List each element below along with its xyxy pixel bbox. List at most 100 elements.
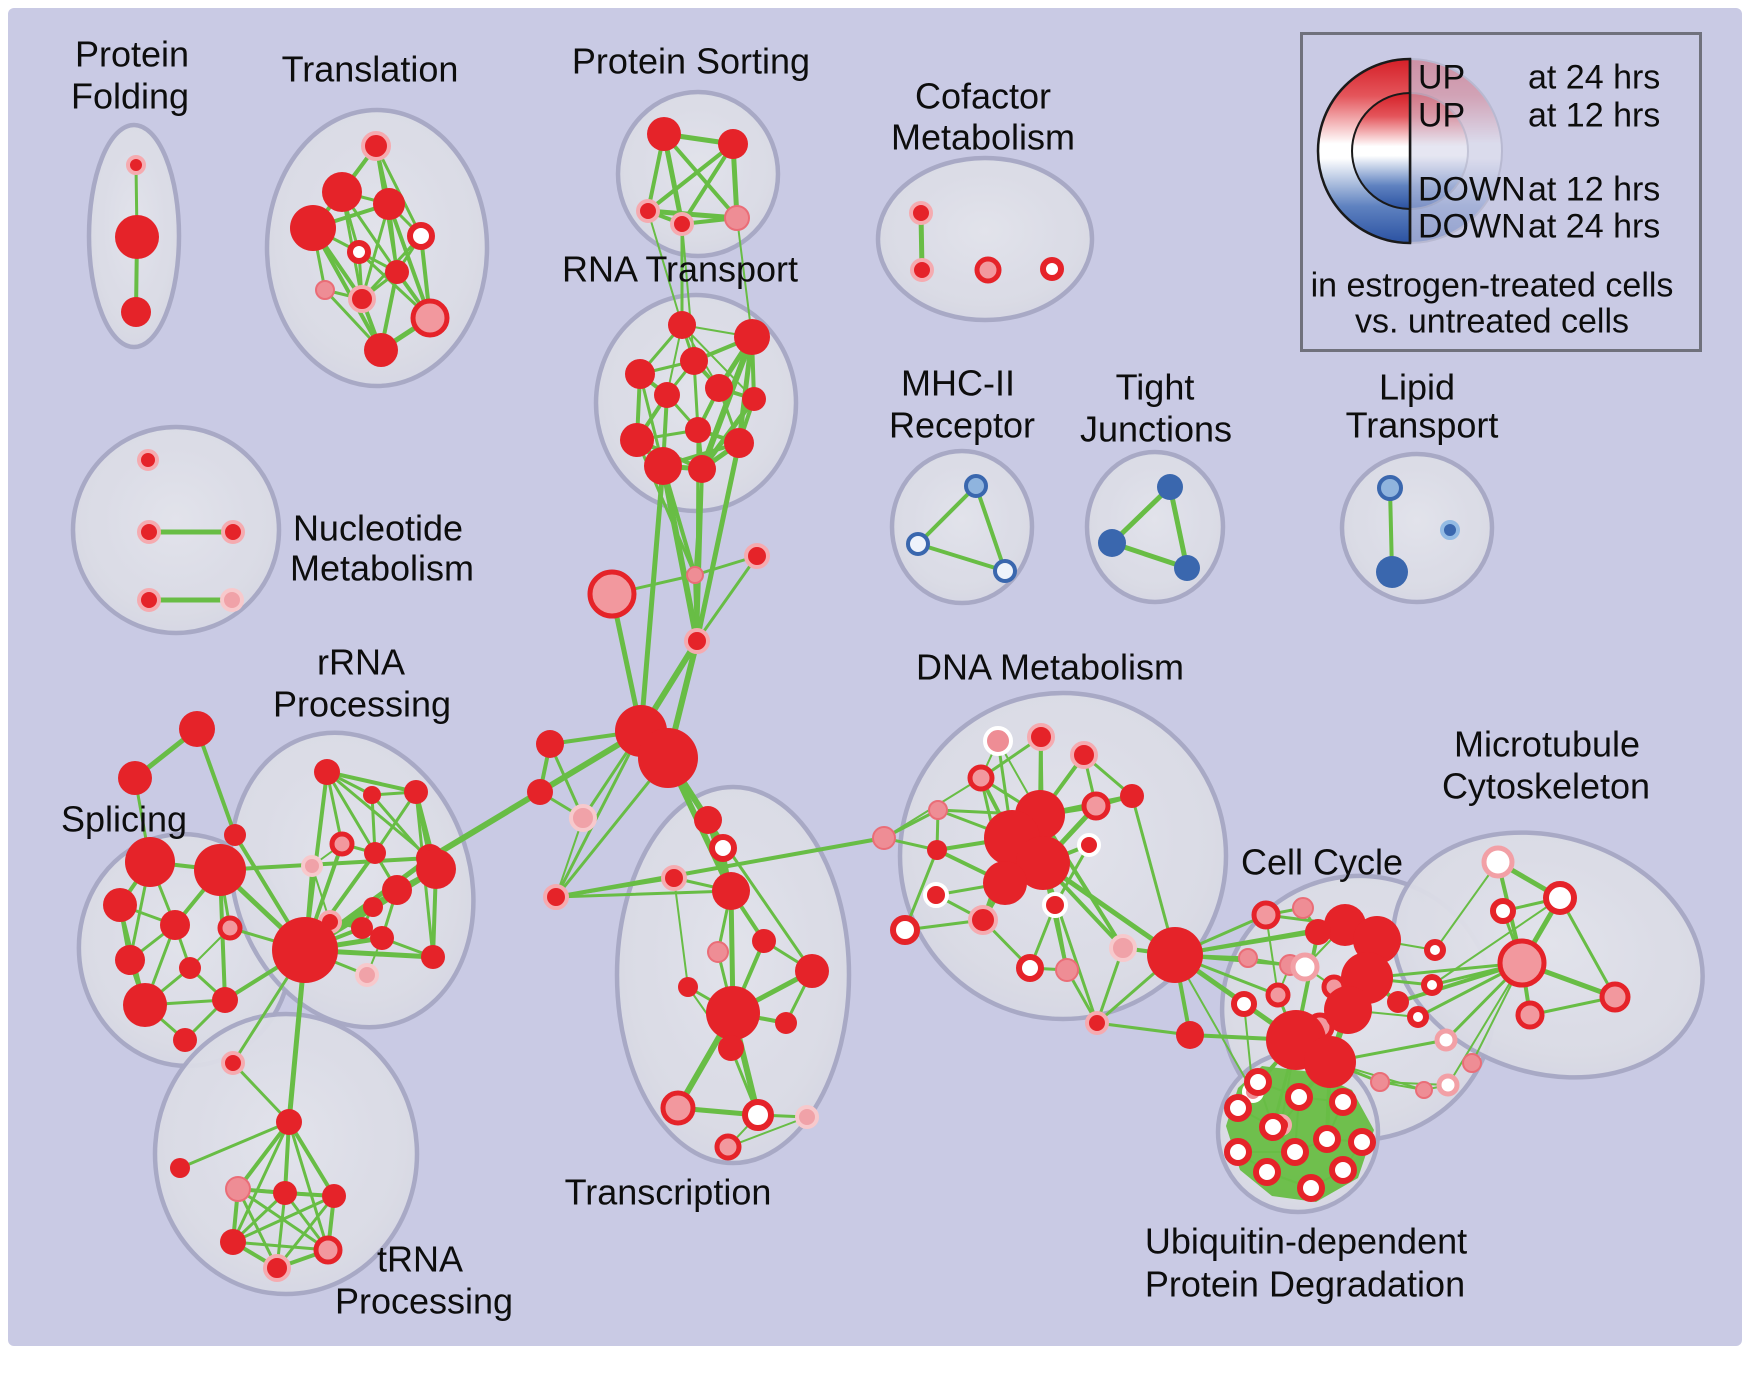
network-node-Pr — [910, 258, 934, 282]
network-node-Pr — [221, 1051, 245, 1075]
cluster-label-mhc-ii-receptor: MHC-II — [901, 363, 1015, 404]
network-node-Pr — [968, 905, 998, 935]
network-node-Rp — [313, 1235, 343, 1265]
network-edge — [681, 324, 755, 400]
network-node-B — [1098, 529, 1126, 557]
network-node-Bl — [964, 474, 988, 498]
network-edge — [236, 1187, 279, 1270]
network-node-R — [1147, 927, 1203, 983]
legend-down-24-label: DOWN — [1418, 207, 1526, 246]
network-node-R — [421, 945, 445, 969]
network-node-Pp — [569, 804, 597, 832]
network-edge — [1431, 897, 1561, 986]
network-node-R — [382, 875, 412, 905]
network-node-R — [272, 917, 338, 983]
network-node-Rw — [709, 834, 737, 862]
network-edge — [646, 142, 735, 213]
network-node-wr — [1042, 892, 1068, 918]
network-edge — [287, 1120, 330, 1252]
cluster-label-splicing: Splicing — [61, 799, 187, 840]
network-edge — [660, 463, 700, 644]
network-node-B — [1157, 474, 1183, 500]
network-node-R — [179, 711, 215, 747]
cluster-label-rrna-processing: rRNA — [317, 642, 405, 683]
network-node-R — [314, 759, 340, 785]
legend-box — [1300, 32, 1702, 352]
network-node-R — [712, 872, 750, 910]
network-node-R — [385, 260, 409, 284]
network-edge — [662, 132, 739, 220]
network-node-wr — [1077, 833, 1101, 857]
network-node-Rp — [714, 1133, 742, 1161]
network-node-Rw — [1244, 1068, 1272, 1096]
network-node-Rw — [1543, 881, 1577, 915]
network-node-P — [315, 280, 335, 300]
network-node-R — [363, 897, 383, 917]
network-node-Rw — [1281, 1138, 1309, 1166]
legend-up-24-label: UP — [1418, 58, 1466, 97]
network-node-R — [115, 215, 159, 259]
network-node-P — [225, 1176, 251, 1202]
network-node-Rw — [890, 915, 920, 945]
legend-down-12-label: DOWN — [1418, 170, 1526, 209]
network-node-R — [694, 806, 722, 834]
network-node-R — [115, 945, 145, 975]
network-node-Pr — [909, 201, 933, 225]
network-node-R — [644, 447, 682, 485]
network-node-wr — [923, 882, 949, 908]
network-node-Pr — [670, 212, 694, 236]
cluster-label-trna-processing: tRNA — [377, 1239, 463, 1280]
network-node-Pr — [1085, 1011, 1109, 1035]
cluster-label-rna-transport: RNA Transport — [562, 249, 798, 290]
network-node-Pr — [543, 884, 569, 910]
network-node-Rw — [1231, 991, 1257, 1017]
network-edge — [360, 202, 391, 301]
network-edge — [638, 463, 666, 734]
network-node-Pr — [1070, 741, 1098, 769]
network-node-R — [322, 1184, 346, 1208]
network-node-Rp — [587, 569, 637, 619]
cluster-label-lipid-transport: Transport — [1346, 405, 1499, 446]
cluster-label-ubiquitin-degradation: Protein Degradation — [1145, 1264, 1465, 1305]
network-edge — [195, 727, 237, 837]
network-node-R — [103, 888, 137, 922]
network-node-R — [724, 428, 754, 458]
network-node-R — [1176, 1021, 1204, 1049]
network-node-Pr — [126, 155, 146, 175]
network-edge — [916, 484, 978, 546]
network-node-Rw — [742, 1099, 774, 1131]
legend-down-24-time: at 24 hrs — [1528, 207, 1661, 246]
network-node-R — [290, 205, 336, 251]
network-node-R — [620, 423, 654, 457]
network-node-R — [194, 844, 246, 896]
network-node-P — [1415, 1081, 1433, 1099]
network-node-R — [983, 861, 1027, 905]
cluster-label-translation: Translation — [282, 49, 459, 90]
network-node-R — [363, 786, 381, 804]
network-node-Pr — [1027, 723, 1055, 751]
network-node-Pr — [137, 588, 161, 612]
network-node-Pp — [1109, 934, 1137, 962]
network-node-Rp — [974, 256, 1002, 284]
network-node-P — [707, 941, 729, 963]
network-node-bL — [1440, 520, 1460, 540]
network-node-R — [273, 1181, 297, 1205]
network-node-Pr — [636, 199, 660, 223]
network-node-R — [170, 1158, 190, 1178]
network-edge — [673, 877, 689, 988]
network-node-pw — [1481, 845, 1515, 879]
network-node-Rp — [329, 831, 355, 857]
network-edge — [554, 729, 643, 899]
network-node-R — [718, 1035, 744, 1061]
network-node-Rp — [217, 915, 243, 941]
network-node-R — [680, 347, 708, 375]
network-node-pw — [1436, 1073, 1460, 1097]
network-node-R — [1353, 916, 1401, 964]
network-edge — [325, 770, 418, 794]
network-edge — [681, 223, 695, 362]
network-node-R — [752, 929, 776, 953]
network-node-P — [686, 566, 704, 584]
cluster-label-ubiquitin-degradation: Ubiquitin-dependent — [1145, 1221, 1467, 1262]
network-edge — [680, 142, 735, 226]
